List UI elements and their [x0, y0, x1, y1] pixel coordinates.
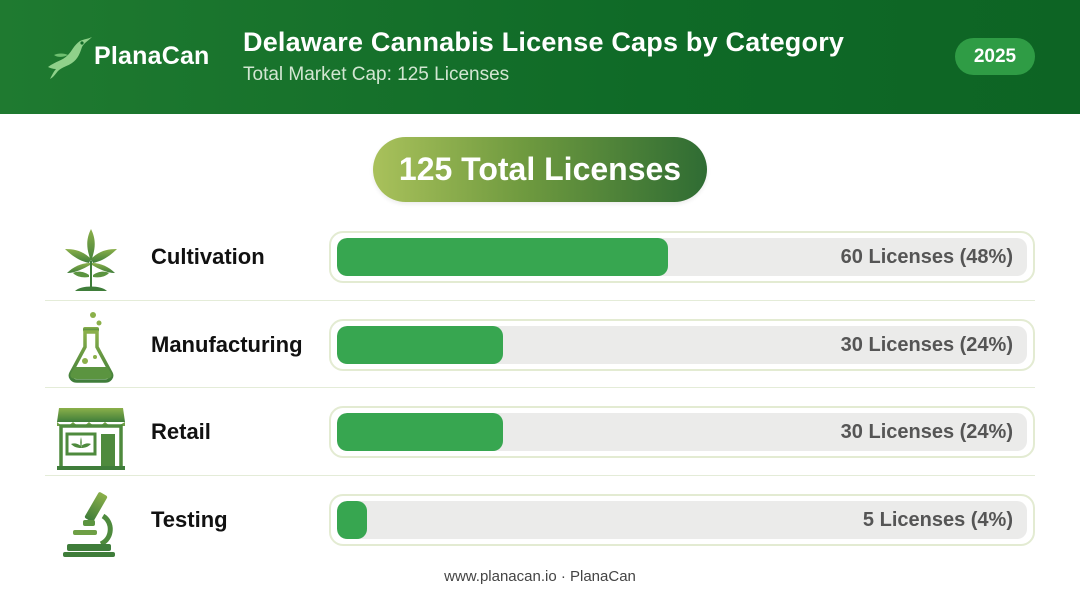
- value-label: 5 Licenses (4%): [862, 508, 1013, 531]
- storefront-icon: [53, 398, 129, 474]
- bar-fill-testing: [337, 501, 367, 539]
- row-divider: [45, 300, 1035, 301]
- bar-track: 30 Licenses (24%): [329, 406, 1035, 458]
- hummingbird-icon: [48, 37, 92, 79]
- value-label: 30 Licenses (24%): [840, 420, 1013, 443]
- bar-fill-cultivation: [337, 238, 669, 276]
- brand-name: PlanaCan: [94, 41, 210, 70]
- bar-track: 60 Licenses (48%): [329, 231, 1035, 283]
- category-row: Manufacturing 30 Licenses (24%): [45, 301, 1035, 388]
- category-label: Testing: [151, 506, 228, 532]
- bar-track: 30 Licenses (24%): [329, 319, 1035, 371]
- category-row: Cultivation 60 Licenses (48%): [45, 213, 1035, 300]
- chart-title: Delaware Cannabis License Caps by Catego…: [243, 27, 845, 57]
- category-label: Cultivation: [151, 243, 265, 269]
- footer-credit[interactable]: www.planacan.io · PlanaCan: [444, 568, 636, 585]
- category-row: Testing 5 Licenses (4%): [45, 476, 1035, 563]
- row-divider: [45, 387, 1035, 388]
- category-label: Retail: [151, 418, 211, 444]
- total-licenses-pill: 125 Total Licenses: [373, 137, 707, 202]
- bar-fill-manufacturing: [337, 326, 503, 364]
- bar-track: 5 Licenses (4%): [329, 494, 1035, 546]
- year-badge: 2025: [955, 38, 1035, 75]
- microscope-icon: [53, 486, 129, 562]
- value-label: 60 Licenses (48%): [840, 245, 1013, 268]
- cannabis-plant-icon: [53, 223, 129, 299]
- brand-logo[interactable]: PlanaCan: [44, 30, 210, 82]
- lab-flask-icon: [53, 311, 129, 387]
- category-row: Retail 30 Licenses (24%): [45, 388, 1035, 475]
- chart-subtitle: Total Market Cap: 125 Licenses: [243, 64, 510, 85]
- header-banner: PlanaCan Delaware Cannabis License Caps …: [0, 0, 1080, 114]
- row-divider: [45, 475, 1035, 476]
- value-label: 30 Licenses (24%): [840, 333, 1013, 356]
- category-label: Manufacturing: [151, 331, 303, 357]
- bar-fill-retail: [337, 413, 503, 451]
